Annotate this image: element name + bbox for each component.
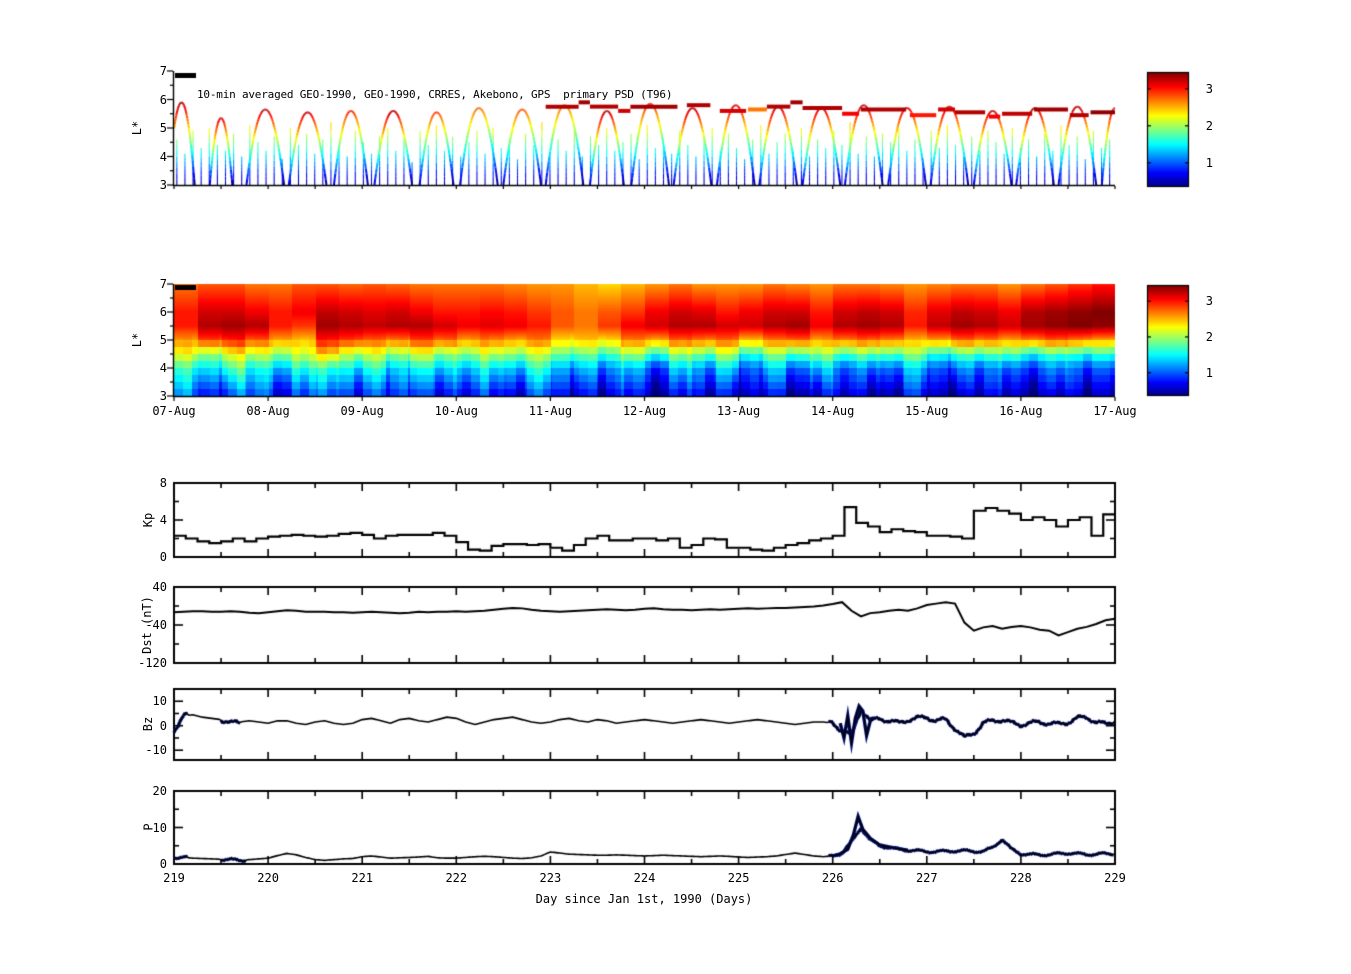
date-tick-label: 15-Aug (905, 404, 949, 418)
l-tick-label: 6 (159, 92, 167, 107)
scatter-title: 10-min averaged GEO-1990, GEO-1990, CRRE… (197, 88, 673, 101)
l-tick-label: 5 (159, 333, 167, 347)
bz-tick-label: 0 (159, 718, 167, 733)
kp-tick-label: 0 (159, 550, 167, 564)
l-tick-label: 7 (159, 64, 167, 78)
date-tick-label: 16-Aug (999, 404, 1043, 418)
x-tick-label: 220 (257, 871, 279, 885)
bz-tick-label: 10 (152, 694, 167, 709)
kp-tick-label: 8 (159, 476, 167, 490)
dst-tick-label: -120 (138, 656, 167, 670)
x-tick-label: 225 (727, 871, 750, 885)
colorbar-tick-label: 2 (1205, 118, 1213, 133)
date-tick-label: 09-Aug (340, 404, 384, 418)
x-axis-label: Day since Jan 1st, 1990 (Days) (535, 892, 753, 906)
x-tick-label: 226 (821, 871, 844, 885)
bz-tick-label: -10 (145, 743, 167, 758)
date-tick-label: 12-Aug (622, 404, 667, 418)
x-tick-label: 224 (633, 871, 656, 885)
p-tick-label: 0 (159, 857, 167, 871)
dst-tick-label: -40 (145, 618, 167, 632)
colorbar-tick-label: 2 (1205, 329, 1213, 344)
colorbar-tick-label: 1 (1205, 365, 1213, 380)
date-tick-label: 10-Aug (434, 404, 478, 418)
x-tick-label: 219 (163, 871, 185, 885)
colorbar-tick-label: 3 (1205, 294, 1213, 309)
l-tick-label: 3 (159, 389, 167, 403)
l-tick-label: 4 (159, 361, 167, 375)
kp-tick-label: 4 (159, 513, 167, 527)
x-tick-label: 222 (445, 871, 468, 885)
date-tick-label: 14-Aug (811, 404, 855, 418)
date-tick-label: 11-Aug (528, 404, 573, 418)
l-tick-label: 6 (159, 305, 167, 319)
l-tick-label: 5 (159, 121, 167, 135)
date-tick-label: 07-Aug (152, 404, 196, 418)
date-tick-label: 08-Aug (246, 404, 290, 418)
l-tick-label: 3 (159, 178, 167, 192)
x-tick-label: 221 (351, 871, 374, 885)
p-tick-label: 20 (152, 784, 167, 798)
x-tick-label: 227 (915, 871, 938, 885)
x-tick-label: 223 (539, 871, 562, 885)
l-tick-label: 7 (159, 277, 167, 291)
dst-tick-label: 40 (152, 580, 167, 594)
colorbar-tick-label: 3 (1205, 81, 1213, 96)
l-tick-label: 4 (159, 149, 167, 164)
x-tick-label: 228 (1010, 871, 1032, 885)
date-tick-label: 17-Aug (1093, 404, 1137, 418)
p-tick-label: 10 (152, 820, 167, 835)
date-tick-label: 13-Aug (716, 404, 761, 418)
x-tick-label: 229 (1104, 871, 1126, 885)
colorbar-tick-label: 1 (1205, 155, 1213, 170)
